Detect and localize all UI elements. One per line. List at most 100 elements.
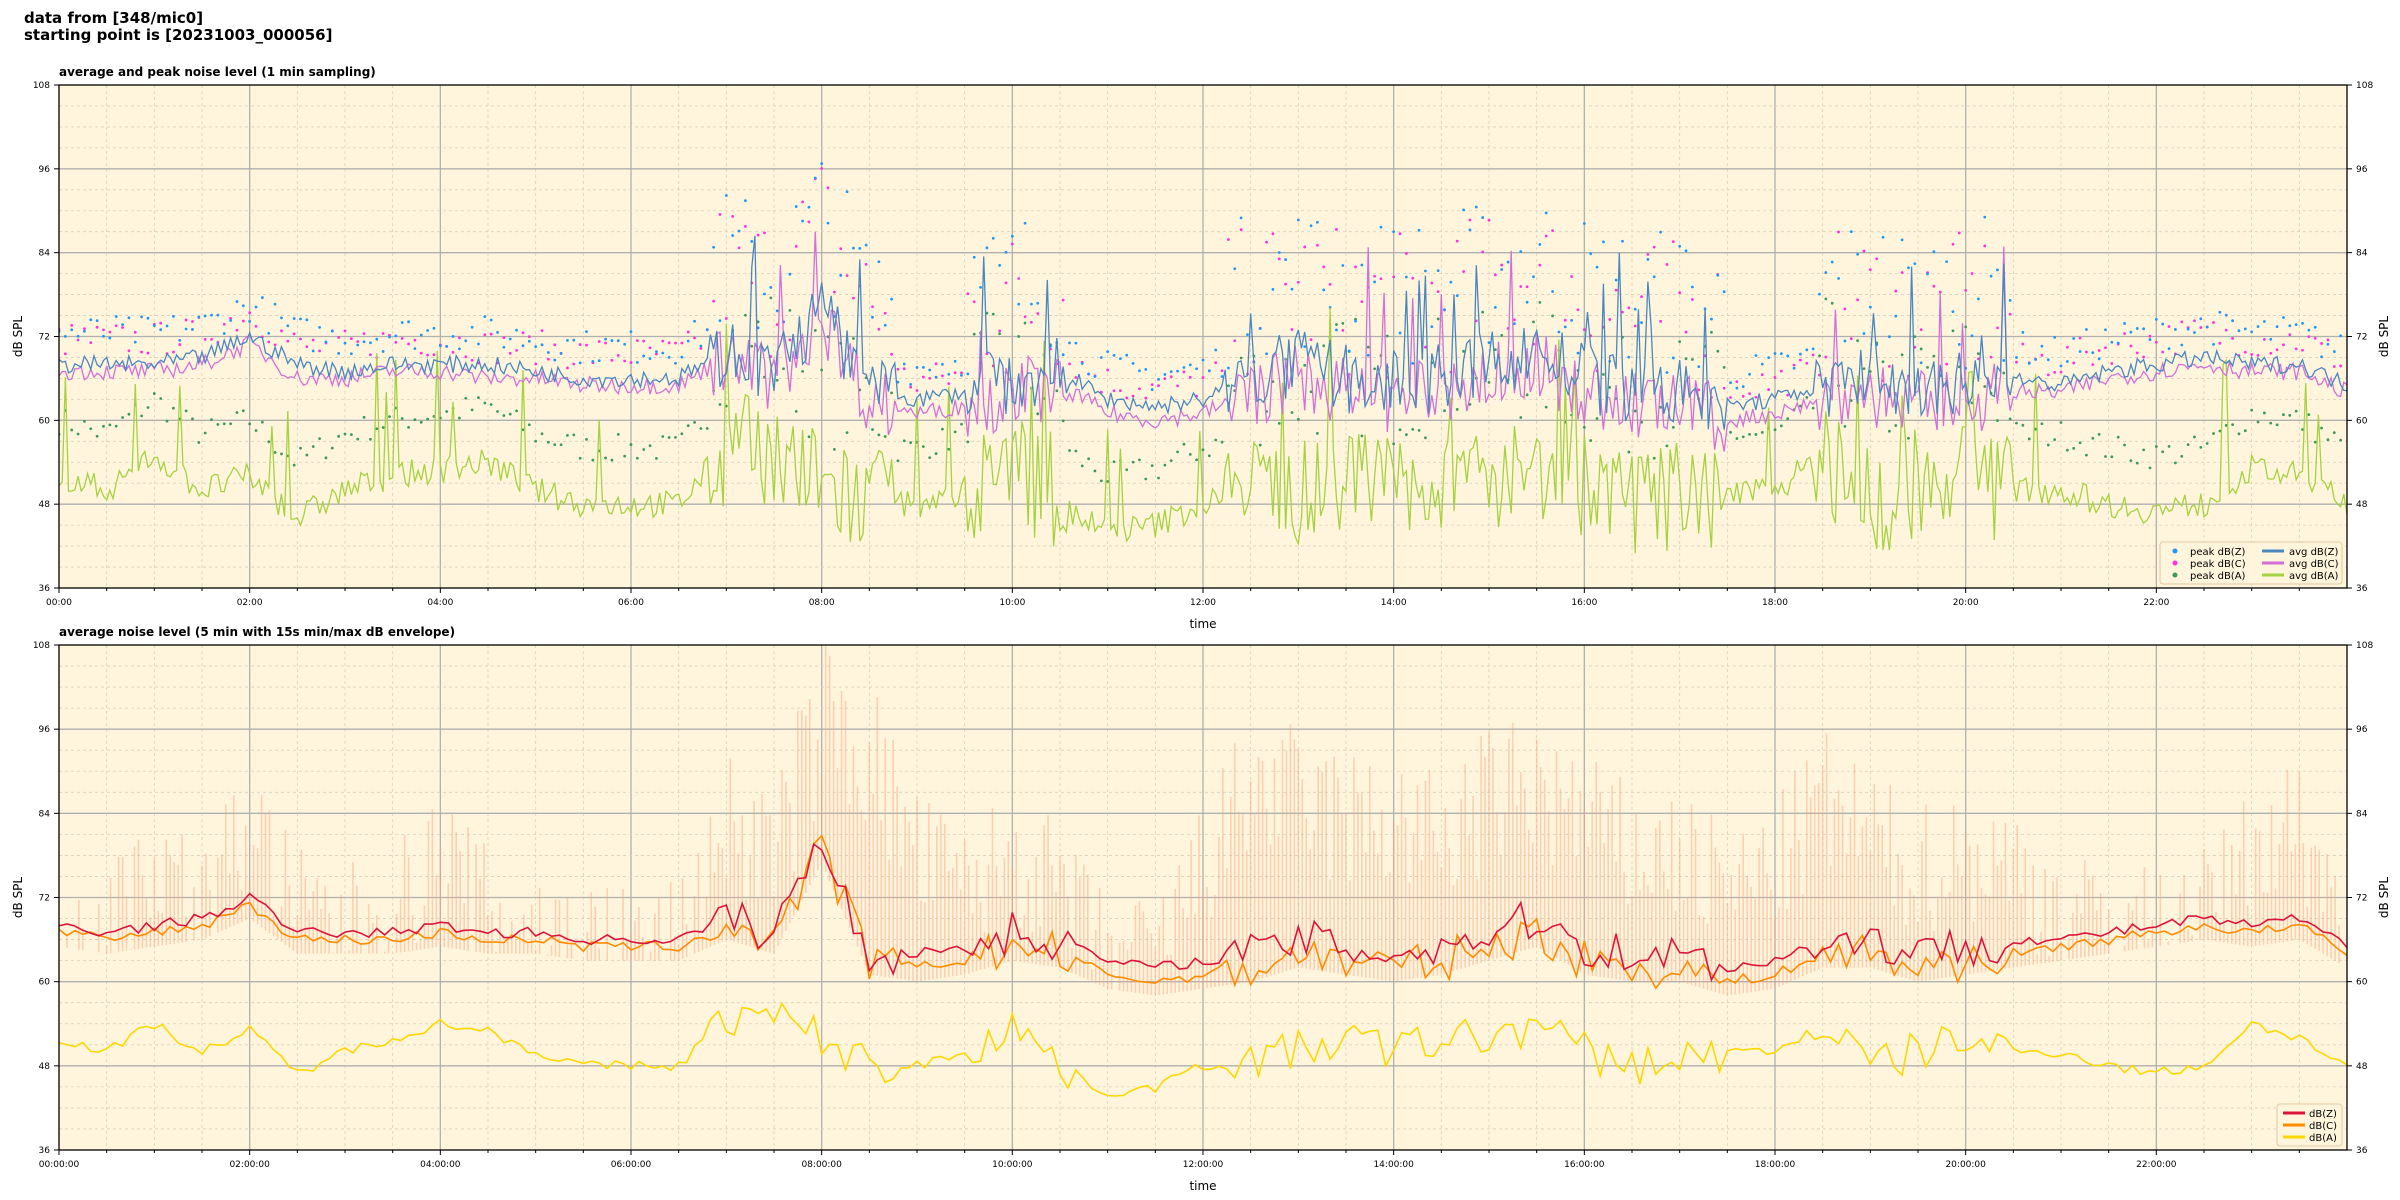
peak-dba-point (1582, 425, 1586, 429)
peak-dbc-point (896, 367, 900, 371)
peak-dbc-point (1182, 370, 1186, 374)
peak-dbz-point (1557, 330, 1561, 334)
peak-dba-point (1360, 434, 1364, 438)
peak-dba-point (1544, 405, 1548, 409)
peak-dbz-point (299, 317, 302, 321)
peak-dbz-point (2129, 330, 2133, 334)
peak-dbc-point (744, 225, 747, 228)
peak-dbz-point (2275, 325, 2279, 329)
peak-dba-point (2135, 461, 2139, 465)
peak-dbz-point (311, 349, 315, 353)
peak-dbz-point (121, 323, 124, 327)
peak-dbc-point (1404, 252, 1408, 255)
legend-label: avg dB(C) (2289, 559, 2339, 570)
peak-dbz-point (1671, 356, 1675, 360)
peak-dba-point (1087, 457, 1090, 461)
peak-dba-point (1900, 353, 1904, 357)
peak-dbc-point (1424, 345, 1427, 349)
peak-dbz-point (1493, 305, 1497, 309)
peak-dbc-point (1360, 300, 1364, 304)
x-tick-label: 14:00 (1381, 598, 1407, 608)
y-tick-label-right: 96 (2356, 725, 2368, 735)
peak-dbz-point (597, 359, 601, 363)
peak-dbc-point (1341, 328, 1345, 332)
peak-dbc-point (585, 343, 588, 347)
peak-dba-point (1811, 406, 1815, 410)
peak-dbz-point (941, 362, 944, 366)
peak-dbz-point (1125, 353, 1129, 357)
peak-dbz-point (979, 285, 982, 289)
peak-dbc-point (489, 332, 493, 336)
peak-dba-point (89, 427, 93, 431)
peak-dba-point (2091, 436, 2095, 440)
y-tick-label: 60 (39, 416, 51, 426)
peak-dbz-point (902, 362, 906, 366)
peak-dba-point (1659, 405, 1662, 409)
peak-dba-point (2097, 432, 2101, 436)
peak-dba-point (972, 332, 976, 336)
peak-dbz-point (419, 333, 423, 337)
x-tick-label: 08:00 (809, 598, 835, 608)
peak-dbz-point (1894, 314, 1898, 318)
peak-dbz-point (2282, 316, 2285, 319)
peak-dbz-point (1830, 260, 1834, 264)
peak-dba-point (1017, 335, 1021, 338)
peak-dbc-point (127, 349, 131, 353)
peak-dbc-point (299, 337, 302, 341)
peak-dbc-point (960, 371, 963, 375)
peak-dba-point (2326, 438, 2330, 442)
peak-dba-point (521, 428, 525, 432)
peak-dbc-point (1868, 268, 1872, 272)
peak-dba-point (2180, 454, 2184, 458)
peak-dbc-point (1678, 291, 1682, 295)
peak-dba-point (369, 437, 372, 441)
peak-dbz-point (152, 324, 156, 327)
peak-dba-point (343, 432, 347, 436)
peak-dbz-point (2148, 338, 2152, 341)
peak-dbc-point (356, 340, 360, 343)
peak-dba-point (2199, 446, 2203, 449)
peak-dbz-point (216, 313, 220, 317)
peak-dbz-point (2027, 361, 2031, 365)
peak-dba-point (1589, 439, 1593, 442)
peak-dbz-point (1144, 367, 1148, 371)
peak-dba-point (1665, 444, 1669, 448)
peak-dba-point (1036, 412, 1040, 416)
peak-dbc-point (2161, 350, 2165, 354)
peak-dba-point (426, 417, 430, 421)
peak-dbc-point (1493, 273, 1497, 277)
peak-dbc-point (95, 325, 99, 329)
peak-dbz-point (1513, 322, 1516, 326)
peak-dba-point (705, 427, 709, 430)
peak-dbz-point (661, 351, 665, 355)
peak-dbc-point (1277, 257, 1281, 261)
peak-dbc-point (629, 361, 633, 364)
peak-dbc-point (2104, 346, 2107, 350)
plot-frame (58, 644, 2348, 1151)
peak-dba-point (1277, 421, 1281, 425)
peak-dba-point (407, 425, 410, 429)
peak-dbc-point (2193, 319, 2196, 323)
peak-dbz-point (464, 339, 468, 343)
peak-dbc-point (1582, 328, 1586, 332)
peak-dbc-point (2053, 371, 2057, 374)
peak-dba-point (508, 412, 512, 416)
peak-dbz-point (197, 315, 201, 319)
peak-dbc-point (191, 320, 194, 323)
peak-dbc-point (311, 338, 315, 342)
peak-dba-point (744, 313, 747, 317)
peak-dba-point (324, 456, 328, 460)
y-tick-label-right: 84 (2356, 249, 2368, 259)
peak-dbz-point (1856, 252, 1860, 256)
peak-dbz-point (1373, 280, 1376, 284)
peak-dbz-point (1296, 218, 1300, 222)
peak-dbz-point (1589, 252, 1593, 256)
peak-dbc-point (1856, 298, 1860, 302)
peak-dba-point (222, 422, 226, 426)
peak-dba-point (1068, 449, 1071, 452)
peak-dbc-point (553, 343, 557, 347)
peak-dbc-point (2294, 347, 2298, 351)
peak-dba-point (1843, 425, 1847, 428)
peak-dbz-point (83, 329, 86, 333)
peak-dba-point (1176, 450, 1179, 454)
